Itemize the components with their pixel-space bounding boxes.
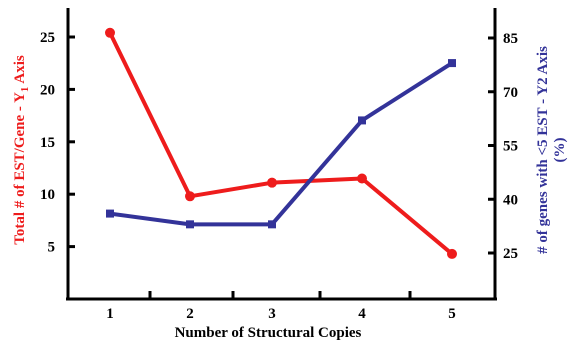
series-y2-point-1: [106, 209, 114, 218]
series-y1-point-1: [105, 27, 115, 38]
y1-axis-title: Total # of EST/Gene - Y1 Axis: [12, 55, 31, 245]
y1-axis-title-tail: Axis: [12, 55, 28, 86]
y1-tick-label-15: 15: [40, 135, 55, 151]
x-tick-label-1: 1: [106, 306, 114, 322]
series-y2-point-5: [448, 59, 456, 68]
series-y1-point-4: [357, 173, 367, 184]
series-y2-point-3: [268, 220, 276, 229]
series-y1-point-3: [267, 177, 277, 188]
x-tick-label-2: 2: [186, 306, 194, 322]
y1-tick-label-10: 10: [40, 187, 55, 203]
y2-tick-label-40: 40: [503, 192, 518, 208]
y1-axis-title-subscript: 1: [19, 87, 31, 93]
y1-axis-title-main: Total # of EST/Gene - Y: [12, 92, 28, 245]
y2-axis-title-line2: (%): [552, 138, 568, 163]
x-axis-title: Number of Structural Copies: [175, 325, 362, 341]
x-tick-label-5: 5: [448, 306, 456, 322]
x-tick-label-4: 4: [358, 306, 366, 322]
x-tick-label-3: 3: [268, 306, 276, 322]
y1-tick-label-5: 5: [48, 240, 56, 256]
y2-tick-label-85: 85: [503, 31, 518, 47]
series-y1-point-5: [447, 248, 457, 259]
series-y2-point-4: [358, 116, 366, 125]
y1-tick-label-20: 20: [40, 82, 55, 98]
series-y2-point-2: [186, 220, 194, 229]
series-line-y2: [109, 61, 454, 227]
series-y1-point-2: [185, 191, 195, 202]
y2-axis-title-line1: # of genes with <5 EST - Y2 Axis: [535, 46, 551, 254]
y2-tick-label-25: 25: [503, 246, 518, 262]
y1-tick-label-25: 25: [40, 30, 55, 46]
y2-tick-label-55: 55: [503, 139, 518, 155]
y2-tick-label-70: 70: [503, 85, 518, 101]
